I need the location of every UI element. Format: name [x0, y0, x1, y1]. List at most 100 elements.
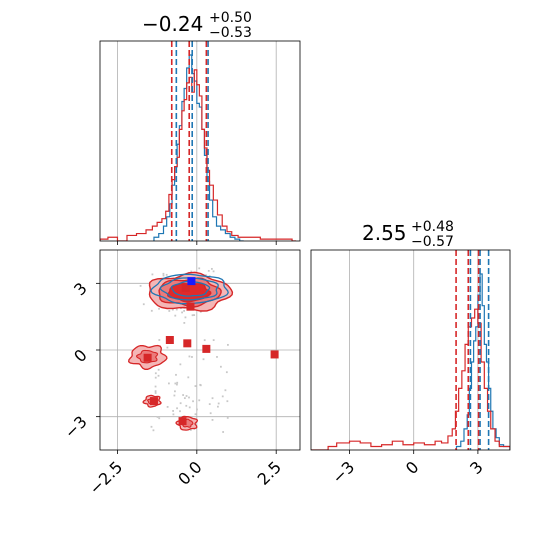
scatter-point	[211, 419, 214, 421]
scatter-point	[202, 358, 205, 361]
scatter-point	[225, 371, 228, 374]
scatter-point	[208, 403, 211, 406]
scatter-point	[189, 429, 192, 431]
scatter-point	[179, 410, 181, 413]
scatter-point	[179, 402, 182, 405]
tick-label-y: 3	[70, 279, 91, 300]
scatter-point	[152, 429, 155, 432]
scatter-point	[158, 339, 161, 341]
tick-label-x: −3	[328, 457, 358, 487]
scatter-point	[188, 396, 190, 399]
scatter-point	[154, 372, 157, 375]
tick-label-x: 3	[466, 457, 487, 478]
scatter-point	[142, 303, 145, 306]
scatter-point	[216, 356, 218, 358]
title-x-main: −0.24	[142, 12, 203, 36]
scatter-point	[182, 394, 185, 396]
scatter-point	[175, 373, 177, 376]
scatter-point	[173, 394, 176, 397]
scatter-point	[190, 270, 193, 273]
scatter-point	[176, 381, 179, 384]
scatter-point	[187, 376, 190, 379]
scatter-point	[199, 310, 202, 313]
tick-label-x: 0.0	[174, 457, 205, 488]
scatter-point	[166, 346, 169, 349]
scatter-point	[193, 314, 196, 316]
scatter-point	[222, 431, 225, 433]
marker-red-square	[270, 350, 279, 359]
scatter-point	[162, 274, 165, 277]
title-y-lower: −0.57	[411, 234, 454, 250]
scatter-point	[209, 412, 212, 415]
scatter-point	[174, 390, 176, 393]
marker-red-square	[186, 302, 195, 311]
scatter-point	[154, 390, 157, 393]
marker-blue-square	[187, 277, 196, 286]
scatter-point	[139, 284, 142, 287]
scatter-point	[191, 314, 194, 317]
marker-red-square	[181, 283, 190, 292]
scatter-point	[158, 307, 160, 310]
scatter-point	[212, 270, 215, 273]
scatter-point	[205, 274, 207, 277]
scatter-point	[227, 343, 229, 346]
histogram-step-red	[311, 308, 510, 450]
title-y-marginal: 2.55 +0.48 −0.57	[362, 219, 454, 250]
scatter-point	[176, 407, 178, 410]
scatter-point	[188, 355, 191, 358]
scatter-point	[154, 392, 157, 394]
scatter-point	[226, 400, 229, 403]
scatter-point	[184, 316, 187, 319]
scatter-point	[210, 267, 213, 270]
scatter-point	[185, 404, 188, 407]
scatter-point	[198, 399, 201, 402]
histogram-step-blue	[153, 54, 244, 241]
tick-label-x: 2.5	[254, 457, 285, 488]
axes-frame	[310, 249, 511, 451]
title-x-lower: −0.53	[209, 25, 252, 41]
scatter-point	[192, 400, 194, 403]
title-x-marginal: −0.24 +0.50 −0.53	[142, 10, 252, 41]
marker-red-square	[143, 353, 152, 362]
scatter-point	[174, 382, 177, 385]
scatter-point	[150, 309, 153, 312]
tick-label-x: −2.5	[85, 457, 126, 498]
scatter-point	[212, 339, 215, 342]
scatter-point	[219, 365, 222, 368]
scatter-point	[168, 310, 171, 312]
scatter-point	[207, 269, 210, 272]
contour-blue-level	[170, 280, 211, 297]
scatter-point	[157, 368, 160, 371]
panel-joint: −2.5 0.0 2.5 3 0 −3	[61, 249, 301, 498]
scatter-point	[188, 406, 191, 409]
scatter-point	[154, 376, 157, 379]
marker-red-square	[202, 344, 211, 353]
scatter-point	[162, 272, 165, 275]
scatter-point	[181, 311, 183, 314]
marker-red-square	[149, 397, 158, 406]
scatter-point	[183, 309, 185, 312]
axes-frame	[99, 40, 301, 242]
scatter-point	[191, 356, 193, 358]
scatter-point	[174, 314, 177, 317]
scatter-point	[175, 308, 178, 311]
scatter-point	[165, 273, 168, 276]
scatter-point	[154, 385, 157, 388]
scatter-point	[194, 385, 197, 387]
scatter-point	[156, 416, 159, 418]
scatter-point	[168, 382, 170, 385]
contour-blue-level	[150, 273, 229, 305]
scatter-point	[196, 408, 198, 411]
histogram-step-blue	[455, 273, 510, 450]
scatter-point	[151, 273, 154, 276]
panel-x-marginal	[99, 40, 301, 245]
scatter-point	[183, 397, 186, 400]
tick-label-x: 0	[402, 457, 423, 478]
scatter-point	[176, 383, 178, 386]
histogram-step-red	[100, 69, 297, 241]
scatter-point	[166, 406, 169, 408]
scatter-point	[211, 397, 214, 400]
scatter-point	[179, 363, 182, 366]
title-y-main: 2.55	[362, 221, 407, 245]
title-x-upper: +0.50	[209, 10, 252, 26]
